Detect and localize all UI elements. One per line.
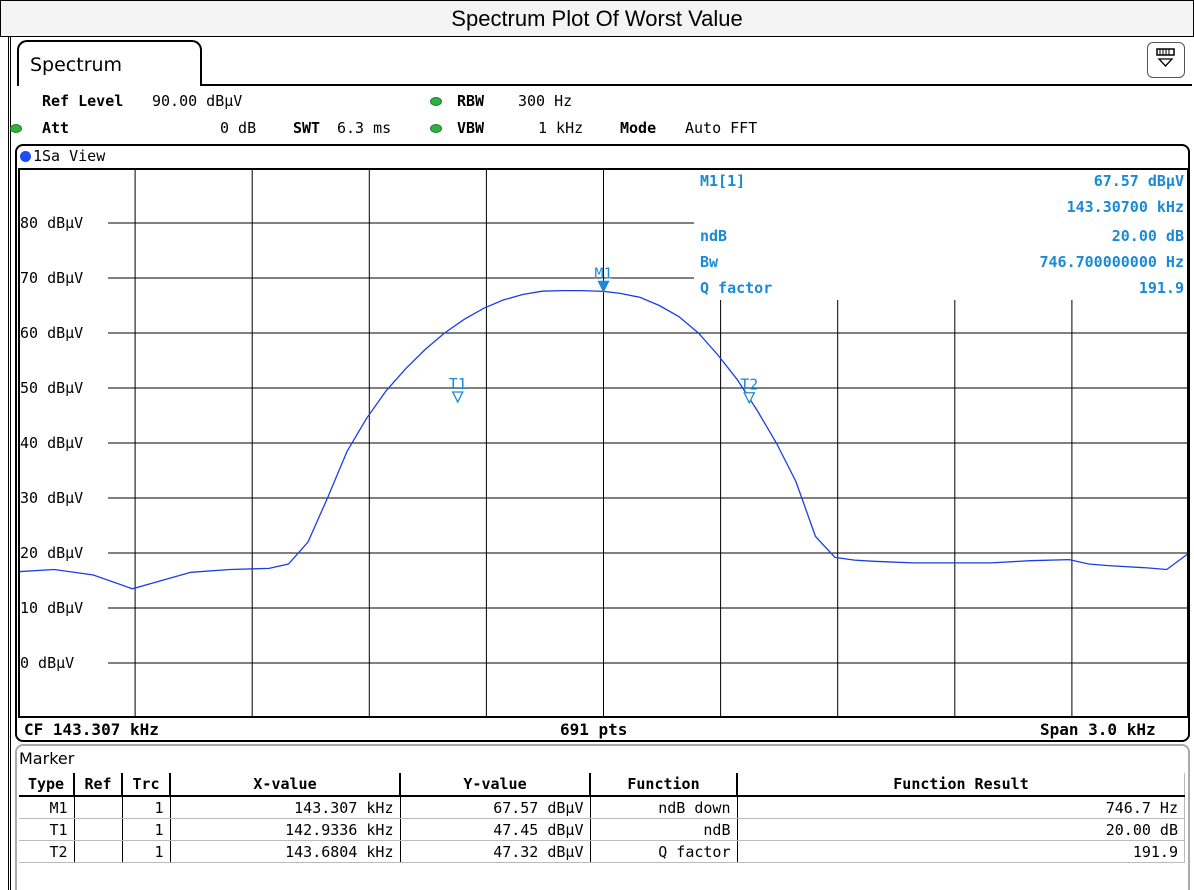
table-cell: Q factor	[590, 840, 738, 863]
tick-label-bg	[20, 433, 108, 453]
center-frequency: CF 143.307 kHz	[24, 720, 159, 739]
table-row: T1 1 142.9336 kHz 47.45 dBµV ndB 20.00 dB	[19, 818, 1185, 841]
marker-table-header: Function	[590, 773, 738, 797]
vbw-label: VBW	[457, 119, 485, 137]
marker-m1-label: M1	[594, 264, 612, 282]
marker-info-name: M1[1]	[700, 172, 745, 190]
window-title: Spectrum Plot Of Worst Value	[0, 0, 1194, 37]
table-cell: ndB down	[590, 796, 738, 819]
table-cell: T1	[19, 818, 75, 841]
table-cell: 67.57 dBµV	[400, 796, 591, 819]
y-tick-label: 70 dBµV	[20, 269, 83, 287]
tab-spectrum[interactable]: Spectrum	[17, 40, 202, 86]
table-cell: ndB	[590, 818, 738, 841]
sweep-points: 691 pts	[560, 720, 628, 739]
rbw-value: 300 Hz	[518, 92, 573, 110]
tick-label-bg	[20, 653, 108, 673]
table-cell: 47.45 dBµV	[400, 818, 591, 841]
marker-info-label: ndB	[700, 227, 727, 245]
table-cell: 1	[122, 818, 171, 841]
marker-info-label: Bw	[700, 253, 719, 271]
vbw-value: 1 kHz	[538, 119, 584, 137]
tick-label-bg	[20, 268, 108, 288]
y-tick-label: 10 dBµV	[20, 599, 83, 617]
att-value: 0 dB	[220, 119, 257, 137]
y-tick-label: 0 dBµV	[20, 654, 74, 672]
marker-table-header: Type	[19, 773, 75, 797]
marker-table-header: Trc	[122, 773, 171, 797]
table-cell: 746.7 Hz	[737, 796, 1185, 819]
marker-info-bg	[694, 168, 1187, 300]
marker-info-value: 191.9	[1139, 279, 1184, 297]
y-tick-label: 20 dBµV	[20, 544, 83, 562]
att-indicator-icon	[10, 124, 22, 133]
table-cell: 47.32 dBµV	[400, 840, 591, 863]
ref-level-value: 90.00 dBµV	[152, 92, 243, 110]
tick-label-bg	[20, 598, 108, 618]
table-cell: 191.9	[737, 840, 1185, 863]
table-cell: 1	[122, 796, 171, 819]
marker-info-label: Q factor	[700, 279, 772, 297]
table-cell: T2	[19, 840, 75, 863]
y-tick-label: 80 dBµV	[20, 214, 83, 232]
table-row: M1 1 143.307 kHz 67.57 dBµV ndB down 746.7 Hz	[19, 796, 1185, 819]
rbw-indicator-icon	[430, 97, 442, 106]
ref-level-label: Ref Level	[42, 92, 124, 110]
tick-label-bg	[20, 488, 108, 508]
marker-table-header: Function Result	[737, 773, 1185, 797]
menu-icon	[1156, 48, 1175, 67]
marker-t2-symbol	[743, 392, 756, 405]
marker-info-value: 746.700000000 Hz	[1040, 253, 1185, 271]
marker-info-level: 67.57 dBµV	[1094, 172, 1184, 190]
table-cell: 20.00 dB	[737, 818, 1185, 841]
view-label: 1Sa View	[33, 147, 106, 165]
marker-m1-symbol	[597, 280, 610, 293]
tick-label-bg	[20, 378, 108, 398]
marker-t1-label: T1	[449, 375, 467, 393]
tick-label-bg	[20, 213, 108, 233]
span: Span 3.0 kHz	[1040, 720, 1156, 739]
marker-t1-symbol	[451, 391, 464, 404]
swt-value: 6.3 ms	[337, 119, 392, 137]
mode-label: Mode	[620, 119, 657, 137]
tick-label-bg	[20, 323, 108, 343]
y-tick-label: 40 dBµV	[20, 434, 83, 452]
table-cell: 143.6804 kHz	[170, 840, 401, 863]
table-row: T2 1 143.6804 kHz 47.32 dBµV Q factor 191.9	[19, 840, 1185, 863]
table-cell	[74, 796, 123, 819]
att-label: Att	[42, 119, 70, 137]
tab-divider	[202, 84, 1192, 86]
marker-table: Type Ref Trc X-value Y-value Function Function…	[19, 773, 1185, 863]
view-indicator-icon	[20, 151, 31, 162]
marker-table-header: Ref	[74, 773, 123, 797]
table-cell: M1	[19, 796, 75, 819]
table-cell: 142.9336 kHz	[170, 818, 401, 841]
marker-t2-label: T2	[740, 376, 758, 394]
marker-table-header: X-value	[170, 773, 401, 797]
rbw-label: RBW	[457, 92, 485, 110]
marker-info-value: 20.00 dB	[1112, 227, 1184, 245]
vbw-indicator-icon	[430, 124, 442, 133]
y-tick-label: 50 dBµV	[20, 379, 83, 397]
spectrum-plot: 80 dBµV 70 dBµV 60 dBµV 50 dBµV 40 dBµV 30 dB…	[18, 168, 1189, 718]
table-cell	[74, 818, 123, 841]
marker-table-header: Y-value	[400, 773, 591, 797]
menu-button[interactable]	[1147, 42, 1185, 78]
marker-table-title: Marker	[19, 749, 75, 768]
tick-label-bg	[20, 543, 108, 563]
plot-border	[18, 168, 1189, 718]
table-cell: 1	[122, 840, 171, 863]
y-tick-label: 60 dBµV	[20, 324, 83, 342]
mode-value: Auto FFT	[685, 119, 758, 137]
table-cell: 143.307 kHz	[170, 796, 401, 819]
y-tick-label: 30 dBµV	[20, 489, 83, 507]
marker-info-frequency: 143.30700 kHz	[1067, 198, 1184, 216]
swt-label: SWT	[293, 119, 321, 137]
table-cell	[74, 840, 123, 863]
